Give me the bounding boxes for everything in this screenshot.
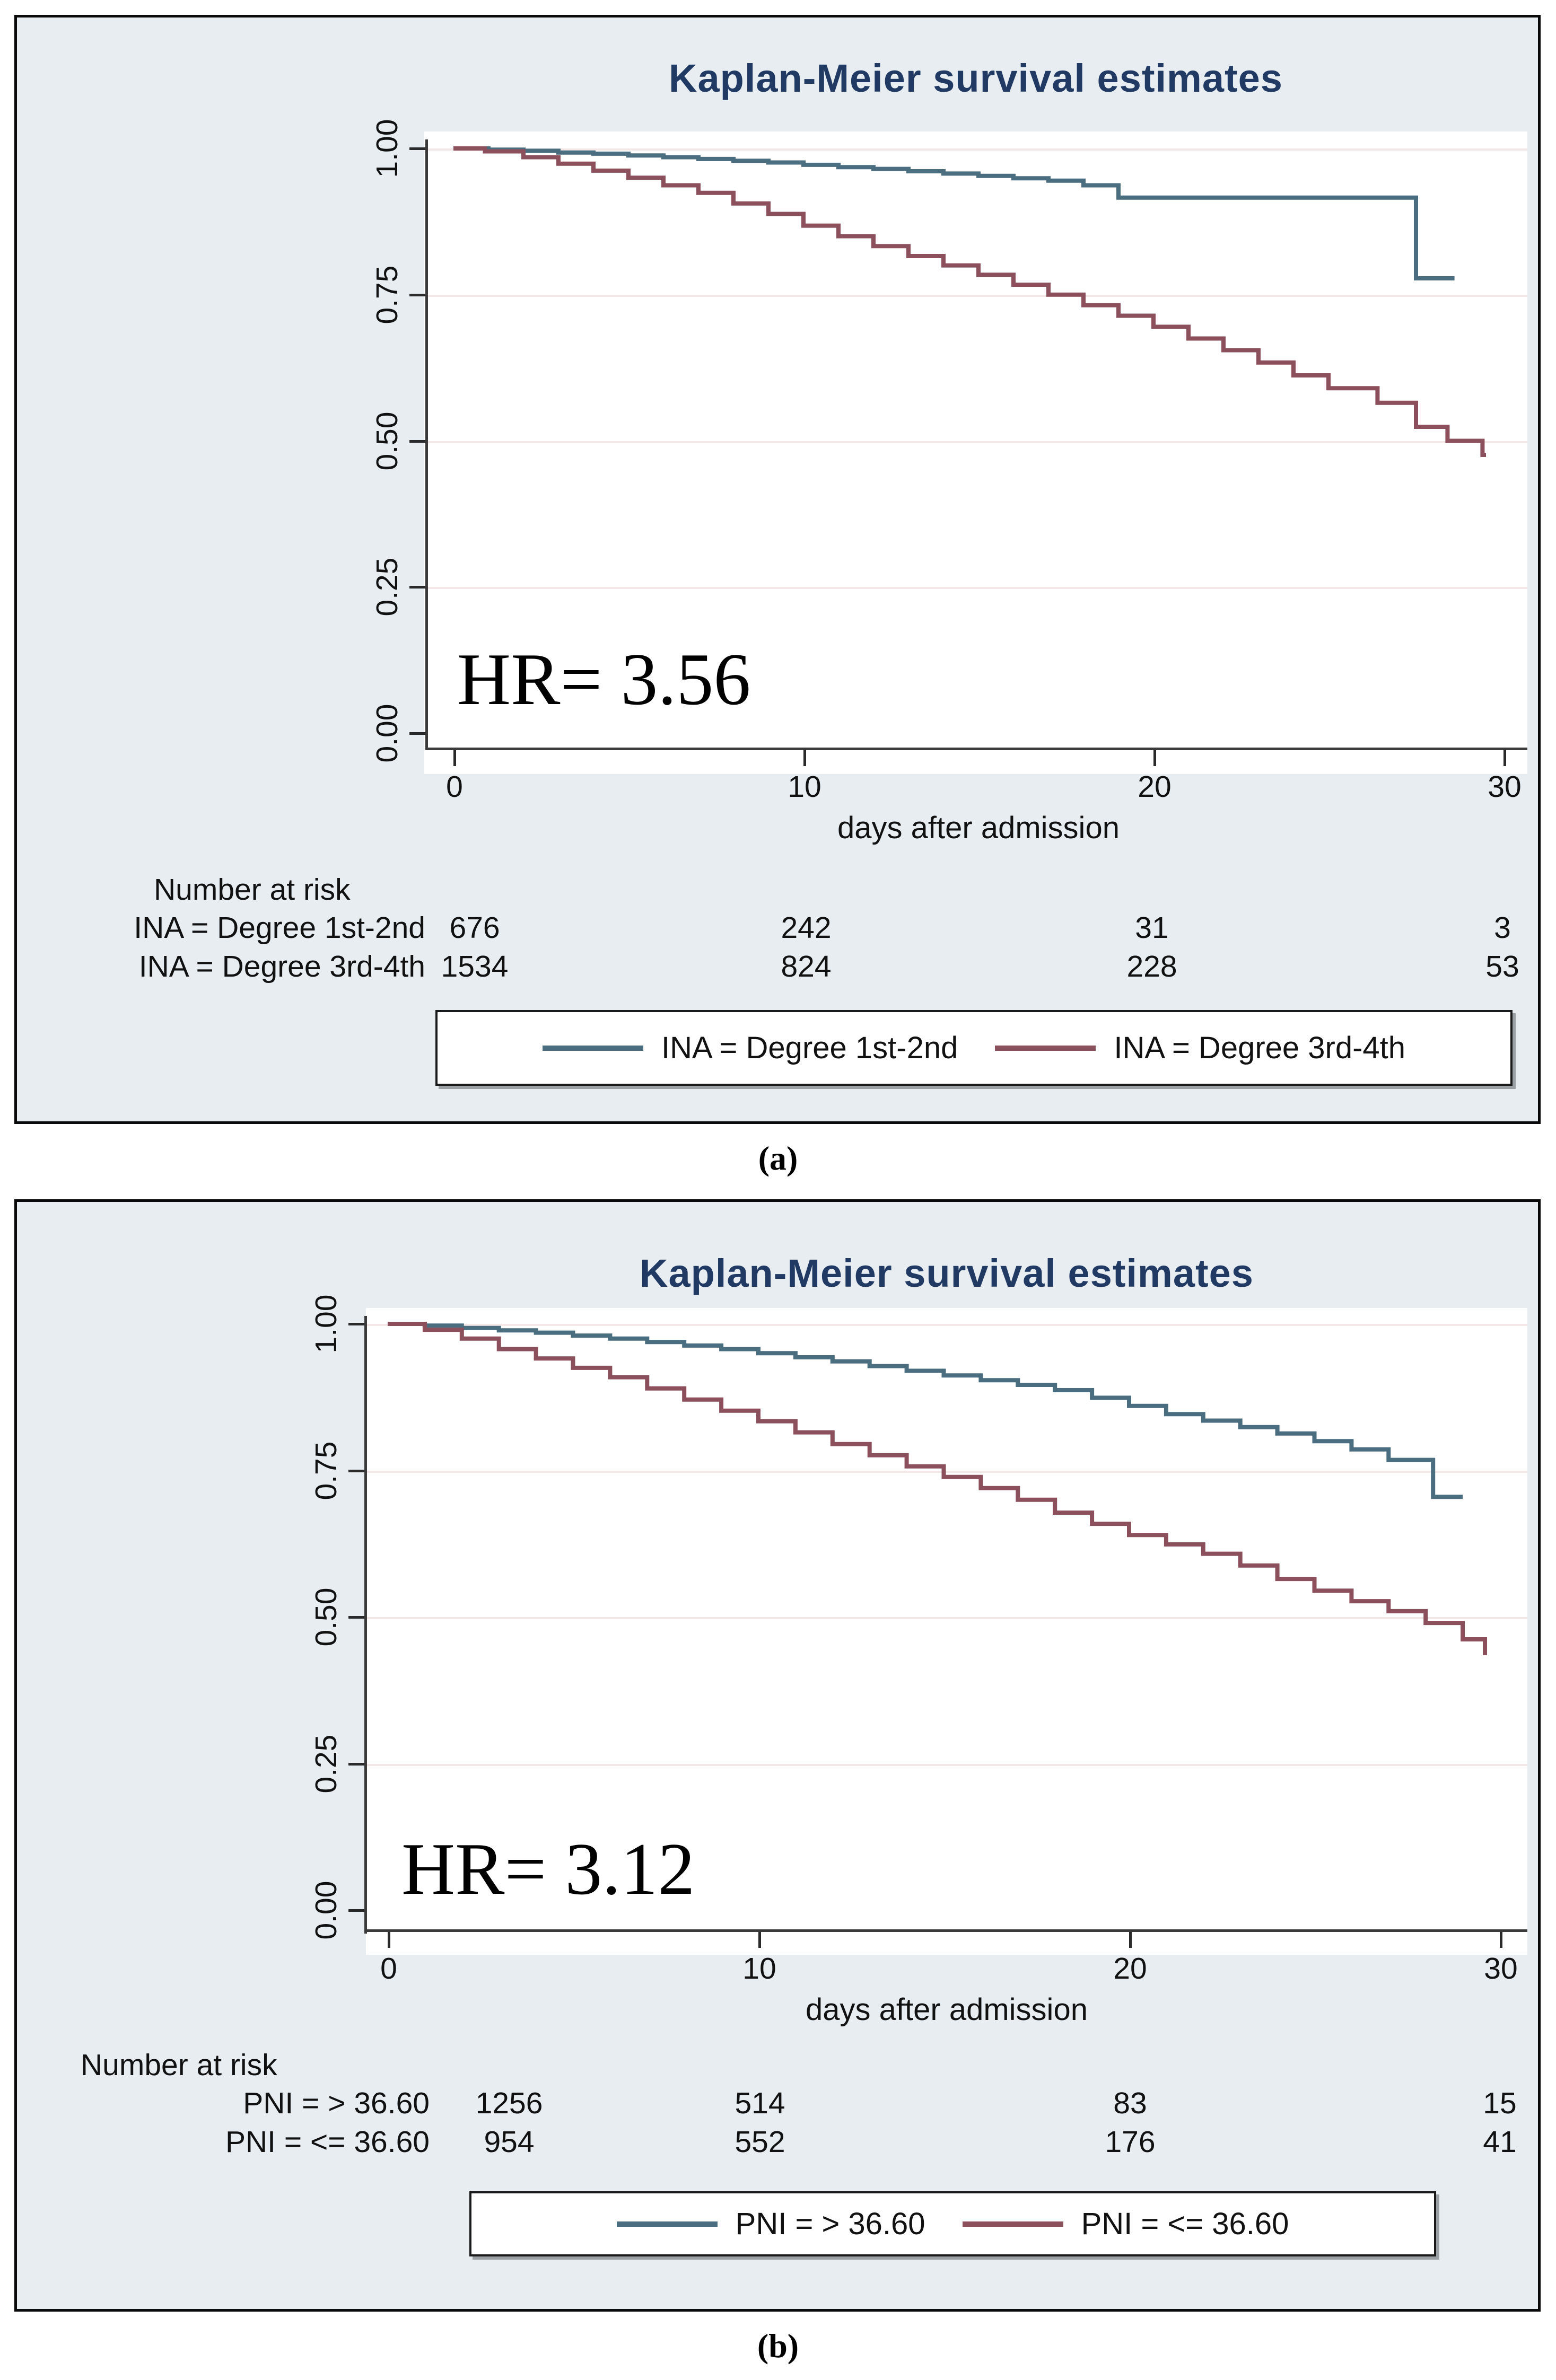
- x-tickmark: [388, 1932, 390, 1948]
- x-tick-label: 20: [1113, 1952, 1147, 1986]
- gridline-0.50: [427, 441, 1527, 443]
- risk-count: 228: [1126, 950, 1177, 983]
- x-tickmark: [1129, 1932, 1132, 1948]
- legend-item: PNI = > 36.60: [616, 2206, 925, 2242]
- y-tickmark: [348, 1616, 364, 1619]
- km-curve: [453, 146, 1455, 280]
- x-axis-title: days after admission: [837, 811, 1120, 845]
- x-tick-label: 0: [380, 1952, 397, 1986]
- legend-label: INA = Degree 3rd-4th: [1114, 1031, 1406, 1065]
- km-curve: [453, 146, 1486, 457]
- y-tickmark: [348, 1909, 364, 1912]
- y-tickmark: [348, 1470, 364, 1472]
- legend-item: INA = Degree 3rd-4th: [995, 1030, 1405, 1066]
- risk-count: 176: [1105, 2125, 1156, 2159]
- risk-count: 1256: [475, 2086, 543, 2120]
- risk-row-label: PNI = > 36.60: [243, 2086, 430, 2120]
- x-tick-label: 0: [446, 770, 463, 804]
- km-curve: [388, 1322, 1463, 1499]
- risk-count: 15: [1483, 2086, 1517, 2120]
- x-axis-line: [364, 1929, 1527, 1932]
- x-tick-label: 10: [788, 770, 821, 804]
- plot-area: [366, 1308, 1527, 1955]
- y-tickmark: [348, 1323, 364, 1325]
- panel-b: Kaplan-Meier survival estimates 1.00 0.7…: [14, 1199, 1541, 2312]
- x-axis-title: days after admission: [806, 1992, 1088, 2027]
- risk-row-label: INA = Degree 1st-2nd: [134, 911, 425, 945]
- plot-area: [424, 131, 1527, 774]
- legend: INA = Degree 1st-2nd INA = Degree 3rd-4t…: [435, 1010, 1513, 1086]
- legend-label: INA = Degree 1st-2nd: [661, 1031, 958, 1065]
- x-tick-label: 10: [742, 1952, 776, 1986]
- risk-count: 41: [1483, 2125, 1517, 2159]
- y-tickmark: [409, 294, 425, 296]
- risk-count: 83: [1113, 2086, 1147, 2120]
- x-tick-label: 30: [1484, 1952, 1518, 1986]
- panel-a: Kaplan-Meier survival estimates 1.00 0.7…: [14, 15, 1541, 1124]
- hazard-ratio-annotation: HR= 3.56: [457, 638, 751, 721]
- legend-item: INA = Degree 1st-2nd: [542, 1030, 958, 1066]
- risk-count: 552: [735, 2125, 785, 2159]
- x-tickmark: [1153, 750, 1156, 766]
- km-curves-canvas: [388, 1322, 1487, 1655]
- x-tickmark: [758, 1932, 761, 1948]
- risk-count: 3: [1494, 911, 1511, 945]
- legend-label: PNI = <= 36.60: [1081, 2207, 1289, 2241]
- x-tickmark: [803, 750, 806, 766]
- km-curve: [388, 1322, 1487, 1655]
- hazard-ratio-annotation: HR= 3.12: [401, 1828, 695, 1910]
- y-tickmark: [409, 732, 425, 735]
- legend-line-sample: [542, 1045, 643, 1051]
- risk-count: 242: [781, 911, 832, 945]
- x-tick-label: 30: [1488, 770, 1522, 804]
- km-curves-canvas: [453, 146, 1486, 457]
- legend-line-sample: [962, 2221, 1063, 2227]
- y-tickmark: [409, 147, 425, 150]
- risk-count: 954: [484, 2125, 535, 2159]
- legend-item: PNI = <= 36.60: [962, 2206, 1289, 2242]
- gridline-0.25: [427, 587, 1527, 589]
- chart-title: Kaplan-Meier survival estimates: [669, 56, 1283, 100]
- x-tick-label: 20: [1138, 770, 1172, 804]
- legend: PNI = > 36.60 PNI = <= 36.60: [469, 2191, 1436, 2256]
- gridline-1.00: [366, 1324, 1527, 1326]
- y-tickmark: [348, 1763, 364, 1766]
- gridline-1.00: [427, 148, 1527, 151]
- gridline-0.25: [366, 1764, 1527, 1766]
- number-at-risk-header: Number at risk: [154, 873, 351, 907]
- legend-line-sample: [995, 1045, 1096, 1051]
- x-axis-line: [425, 748, 1527, 750]
- risk-count: 53: [1485, 950, 1519, 983]
- panel-a-caption: (a): [758, 1139, 798, 1177]
- panel-b-caption: (b): [757, 2327, 799, 2365]
- chart-title: Kaplan-Meier survival estimates: [640, 1251, 1254, 1295]
- x-tickmark: [453, 750, 456, 766]
- x-tickmark: [1500, 1932, 1502, 1948]
- gridline-0.75: [366, 1471, 1527, 1473]
- risk-row-label: INA = Degree 3rd-4th: [138, 950, 425, 983]
- y-tickmark: [409, 440, 425, 443]
- y-tickmark: [409, 586, 425, 589]
- y-axis-line: [364, 1316, 367, 1934]
- risk-row-label: PNI = <= 36.60: [225, 2125, 430, 2159]
- risk-count: 31: [1135, 911, 1169, 945]
- risk-count: 824: [781, 950, 832, 983]
- x-tickmark: [1503, 750, 1506, 766]
- number-at-risk-header: Number at risk: [81, 2048, 277, 2082]
- y-axis-line: [425, 139, 428, 749]
- gridline-0.75: [427, 295, 1527, 297]
- legend-label: PNI = > 36.60: [735, 2207, 925, 2241]
- legend-line-sample: [616, 2221, 718, 2227]
- gridline-0.50: [366, 1617, 1527, 1619]
- risk-count: 514: [735, 2086, 785, 2120]
- risk-count: 676: [449, 911, 500, 945]
- risk-count: 1534: [441, 950, 509, 983]
